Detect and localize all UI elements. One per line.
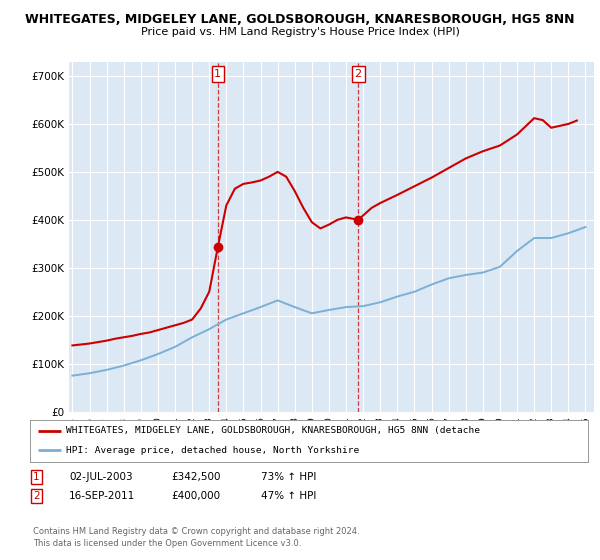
Text: 16-SEP-2011: 16-SEP-2011: [69, 491, 135, 501]
Text: 1: 1: [33, 472, 40, 482]
Text: This data is licensed under the Open Government Licence v3.0.: This data is licensed under the Open Gov…: [33, 539, 301, 548]
Text: HPI: Average price, detached house, North Yorkshire: HPI: Average price, detached house, Nort…: [66, 446, 359, 455]
Text: WHITEGATES, MIDGELEY LANE, GOLDSBOROUGH, KNARESBOROUGH, HG5 8NN: WHITEGATES, MIDGELEY LANE, GOLDSBOROUGH,…: [25, 13, 575, 26]
Text: 47% ↑ HPI: 47% ↑ HPI: [261, 491, 316, 501]
Text: £342,500: £342,500: [171, 472, 221, 482]
Text: 2: 2: [33, 491, 40, 501]
Text: 02-JUL-2003: 02-JUL-2003: [69, 472, 133, 482]
Text: 2: 2: [355, 69, 362, 79]
Text: Price paid vs. HM Land Registry's House Price Index (HPI): Price paid vs. HM Land Registry's House …: [140, 27, 460, 37]
Text: 73% ↑ HPI: 73% ↑ HPI: [261, 472, 316, 482]
Text: £400,000: £400,000: [171, 491, 220, 501]
Text: 1: 1: [214, 69, 221, 79]
Text: Contains HM Land Registry data © Crown copyright and database right 2024.: Contains HM Land Registry data © Crown c…: [33, 528, 359, 536]
Text: WHITEGATES, MIDGELEY LANE, GOLDSBOROUGH, KNARESBOROUGH, HG5 8NN (detache: WHITEGATES, MIDGELEY LANE, GOLDSBOROUGH,…: [66, 426, 480, 435]
